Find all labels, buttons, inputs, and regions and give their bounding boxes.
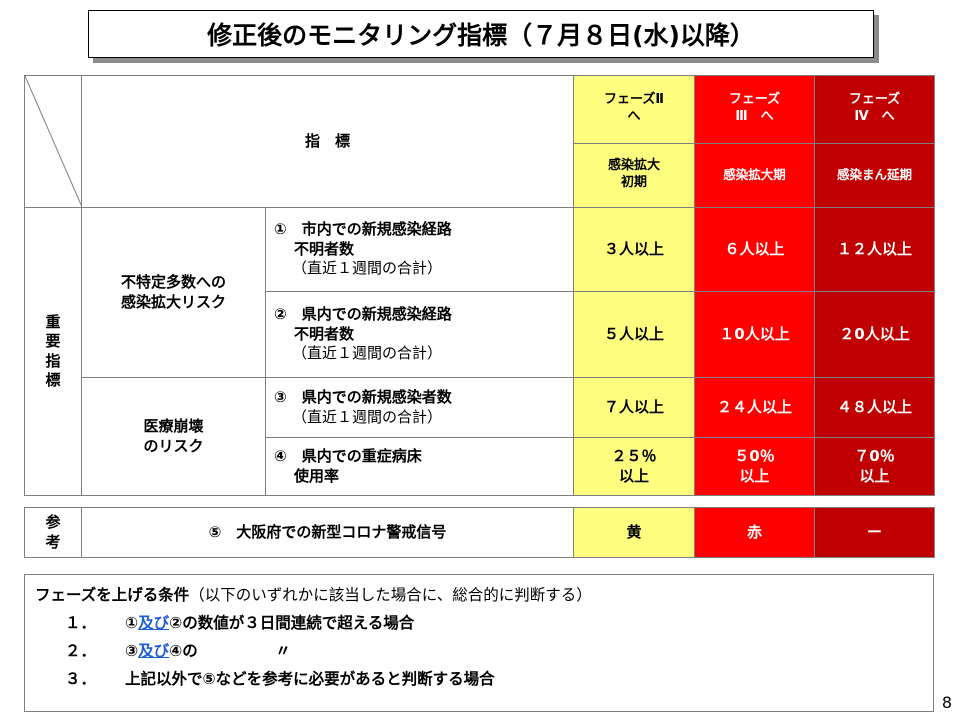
condition-item-3: ３． 上記以外で⑤などを参考に必要があると判断する場合	[65, 670, 495, 688]
page-number: 8	[941, 693, 952, 712]
indicator-row-1: ① 市内での新規感染経路 不明者数 （直近１週間の合計）	[264, 207, 575, 292]
indicator-row-2: ② 県内での新規感染経路 不明者数 （直近１週間の合計）	[264, 291, 575, 378]
reference-label: 参考	[24, 507, 82, 558]
row3-phase4-value: ４８人以上	[814, 377, 936, 438]
diagonal-corner-cell	[24, 75, 82, 208]
row1-phase4-value: １２人以上	[814, 207, 936, 292]
phase3-header: フェーズ Ⅲ へ	[694, 75, 816, 144]
indicator-row-3: ③ 県内での新規感染者数 （直近１週間の合計）	[264, 377, 575, 438]
indicator-row-4: ④ 県内での重症病床 使用率	[264, 437, 575, 496]
phase4-header: フェーズ Ⅳ へ	[814, 75, 936, 144]
row4-phase2-value: ２５％ 以上	[573, 437, 696, 496]
row3-phase2-value: ７人以上	[573, 377, 696, 438]
row4-phase3-value: ５0％ 以上	[694, 437, 816, 496]
and-link[interactable]: 及び	[138, 614, 170, 632]
index-header: 指 標	[80, 75, 575, 208]
monitoring-table: 指 標 フェーズⅡ へ フェーズ Ⅲ へ フェーズ Ⅳ へ 感染拡大 初期 感染拡大期 …	[24, 75, 936, 496]
stage4-header: 感染まん延期	[814, 142, 936, 208]
group-medical-collapse-risk: 医療崩壊 のリスク	[81, 377, 266, 496]
group-spread-risk: 不特定多数への 感染拡大リスク	[81, 207, 266, 378]
reference-phase3-value: 赤	[694, 507, 815, 558]
row2-phase2-value: ５人以上	[573, 291, 696, 378]
row3-phase3-value: ２４人以上	[694, 377, 816, 438]
row1-phase2-value: ３人以上	[573, 207, 696, 292]
reference-indicator: ⑤ 大阪府での新型コロナ警戒信号	[81, 507, 574, 558]
page-title: 修正後のモニタリング指標（７月８日(水)以降）	[88, 10, 874, 58]
stage2-header: 感染拡大 初期	[573, 142, 696, 208]
condition-item-2: ２． ③及び④の 〃	[65, 642, 291, 660]
row2-phase4-value: ２0人以上	[814, 291, 936, 378]
key-indicator-label: 重要 指標	[24, 207, 82, 496]
reference-phase4-value: ー	[814, 507, 935, 558]
condition-item-1: １． ①及び②の数値が３日間連続で超える場合	[65, 614, 415, 632]
reference-phase2-value: 黄	[573, 507, 695, 558]
reference-table: 参考 ⑤ 大阪府での新型コロナ警戒信号 黄 赤 ー	[24, 507, 935, 558]
row4-phase4-value: ７0％ 以上	[814, 437, 936, 496]
conditions-heading: フェーズを上げる条件（以下のいずれかに該当した場合に、総合的に判断する）	[35, 586, 592, 604]
and-link[interactable]: 及び	[138, 642, 170, 660]
stage3-header: 感染拡大期	[694, 142, 816, 208]
row2-phase3-value: １0人以上	[694, 291, 816, 378]
conditions-note: （以下のいずれかに該当した場合に、総合的に判断する）	[189, 586, 592, 604]
phase2-header: フェーズⅡ へ	[573, 75, 696, 144]
phase-up-conditions: フェーズを上げる条件（以下のいずれかに該当した場合に、総合的に判断する） １． …	[24, 574, 934, 712]
row1-phase3-value: ６人以上	[694, 207, 816, 292]
